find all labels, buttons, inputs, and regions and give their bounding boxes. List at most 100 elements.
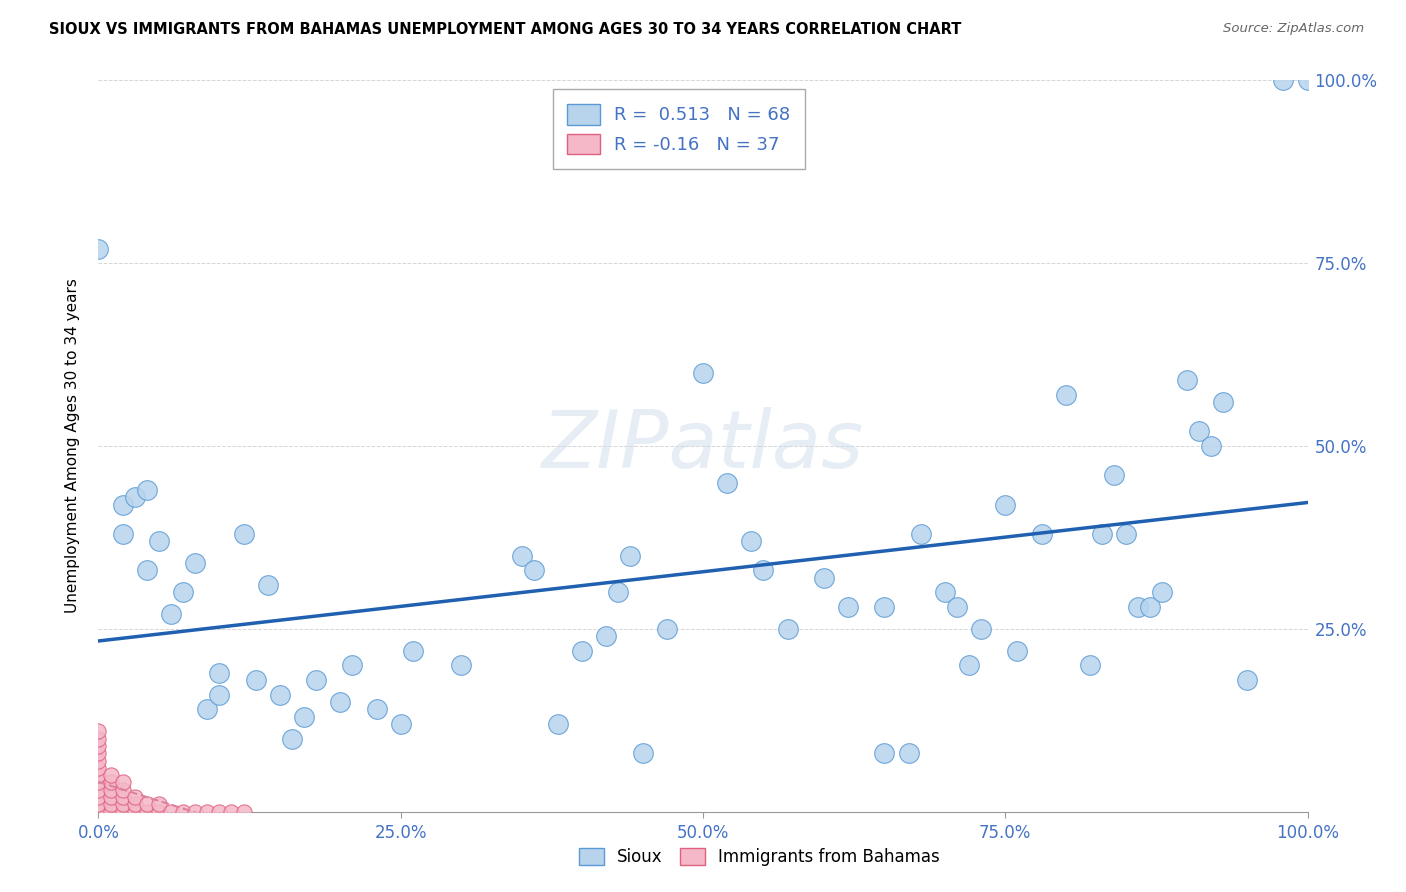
Point: [87, 761, 110, 775]
Point: [970, 622, 993, 636]
Point: [1031, 526, 1053, 541]
Point: [124, 490, 146, 504]
Point: [221, 805, 243, 819]
Point: [87, 782, 110, 797]
Point: [1139, 599, 1161, 614]
Point: [631, 746, 654, 760]
Point: [184, 805, 207, 819]
Point: [1152, 585, 1174, 599]
Point: [148, 805, 170, 819]
Point: [124, 805, 146, 819]
Point: [135, 797, 157, 812]
Point: [160, 805, 183, 819]
Point: [100, 782, 122, 797]
Point: [281, 731, 304, 746]
Point: [897, 746, 920, 760]
Point: [366, 702, 388, 716]
Point: [1007, 644, 1029, 658]
Point: [1115, 526, 1137, 541]
Point: [292, 709, 315, 723]
Point: [124, 790, 146, 805]
Point: [135, 563, 157, 577]
Point: [305, 673, 328, 687]
Point: [655, 622, 678, 636]
Point: [1296, 73, 1319, 87]
Point: [256, 578, 278, 592]
Point: [1236, 673, 1258, 687]
Point: [692, 366, 714, 380]
Point: [402, 644, 425, 658]
Point: [232, 526, 254, 541]
Point: [389, 717, 412, 731]
Point: [111, 797, 134, 812]
Point: [994, 498, 1017, 512]
Point: [1128, 599, 1150, 614]
Point: [208, 688, 231, 702]
Point: [740, 534, 762, 549]
Point: [100, 797, 122, 812]
Point: [1175, 373, 1198, 387]
Point: [910, 526, 932, 541]
Point: [208, 805, 231, 819]
Point: [523, 563, 546, 577]
Point: [1091, 526, 1114, 541]
Point: [1054, 388, 1077, 402]
Point: [87, 775, 110, 789]
Point: [100, 805, 122, 819]
Point: [232, 805, 254, 819]
Point: [607, 585, 630, 599]
Text: ZIPatlas: ZIPatlas: [541, 407, 865, 485]
Point: [329, 695, 352, 709]
Point: [1272, 73, 1295, 87]
Point: [776, 622, 799, 636]
Point: [1078, 658, 1101, 673]
Point: [87, 797, 110, 812]
Point: [87, 790, 110, 805]
Point: [111, 782, 134, 797]
Point: [148, 797, 170, 812]
Point: [547, 717, 569, 731]
Point: [873, 599, 896, 614]
Point: [450, 658, 472, 673]
Point: [1102, 468, 1125, 483]
Point: [87, 731, 110, 746]
Text: SIOUX VS IMMIGRANTS FROM BAHAMAS UNEMPLOYMENT AMONG AGES 30 TO 34 YEARS CORRELAT: SIOUX VS IMMIGRANTS FROM BAHAMAS UNEMPLO…: [49, 22, 962, 37]
Point: [184, 556, 207, 570]
Point: [1188, 425, 1211, 439]
Point: [160, 607, 183, 622]
Point: [87, 768, 110, 782]
Point: [111, 775, 134, 789]
Y-axis label: Unemployment Among Ages 30 to 34 years: Unemployment Among Ages 30 to 34 years: [65, 278, 80, 614]
Point: [208, 665, 231, 680]
Point: [245, 673, 267, 687]
Point: [1199, 439, 1222, 453]
Point: [87, 746, 110, 760]
Point: [135, 483, 157, 497]
Point: [87, 805, 110, 819]
Point: [873, 746, 896, 760]
Point: [87, 739, 110, 753]
Point: [595, 629, 617, 643]
Point: [752, 563, 775, 577]
Point: [716, 475, 738, 490]
Point: [934, 585, 956, 599]
Point: [135, 805, 157, 819]
Point: [571, 644, 593, 658]
Point: [269, 688, 291, 702]
Legend: R =  0.513   N = 68, R = -0.16   N = 37: R = 0.513 N = 68, R = -0.16 N = 37: [553, 89, 804, 169]
Point: [87, 724, 110, 739]
Point: [837, 599, 859, 614]
Point: [195, 702, 218, 716]
Point: [87, 754, 110, 768]
Point: [1212, 395, 1234, 409]
Point: [195, 805, 218, 819]
Point: [111, 526, 134, 541]
Point: [172, 805, 194, 819]
Point: [172, 585, 194, 599]
Point: [111, 790, 134, 805]
Point: [813, 571, 835, 585]
Point: [124, 797, 146, 812]
Point: [946, 599, 969, 614]
Point: [100, 775, 122, 789]
Point: [100, 790, 122, 805]
